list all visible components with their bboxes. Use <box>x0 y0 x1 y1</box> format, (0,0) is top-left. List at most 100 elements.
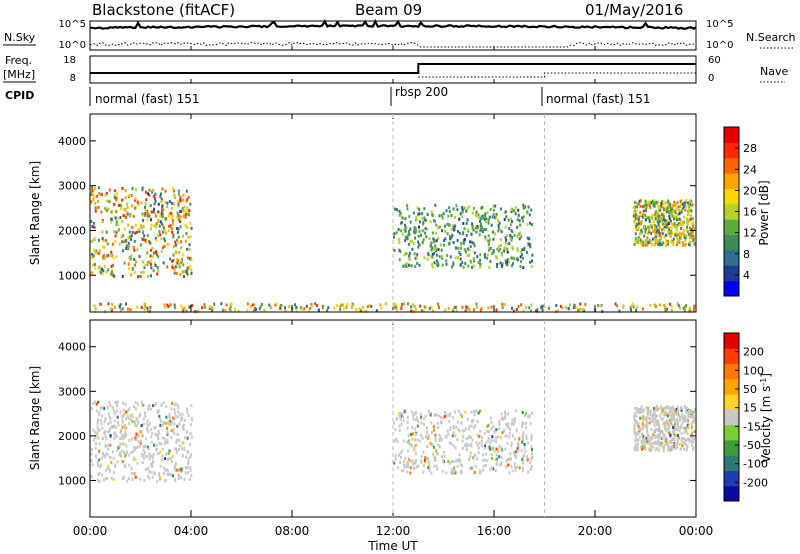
velocity-cell <box>90 475 93 479</box>
velocity-cell <box>135 432 138 436</box>
power-colorbar-label-6: 4 <box>743 269 750 282</box>
power-cell <box>107 253 110 257</box>
velocity-cell <box>472 456 475 460</box>
power-cell <box>107 268 110 272</box>
power-cell <box>424 231 427 235</box>
velocity-cell <box>686 420 689 424</box>
velocity-cell <box>637 432 640 436</box>
velocity-cell <box>142 449 145 452</box>
power-cell <box>91 187 93 191</box>
power-cell <box>129 214 131 218</box>
velocity-cell <box>186 430 188 434</box>
velocity-cell <box>513 417 516 421</box>
power-cell <box>494 204 497 208</box>
power-cell <box>182 193 185 197</box>
velocity-cell <box>521 424 524 428</box>
power-cell <box>419 304 422 308</box>
power-cell <box>228 307 231 311</box>
velocity-cell <box>100 463 103 467</box>
velocity-cell <box>127 416 130 420</box>
power-cell <box>639 199 642 203</box>
velocity-cell <box>500 449 503 453</box>
power-cell <box>174 269 177 273</box>
velocity-cell <box>177 477 180 480</box>
velocity-cell <box>407 449 409 453</box>
power-cell <box>484 214 487 218</box>
power-cell <box>110 308 113 312</box>
velocity-data <box>90 400 696 484</box>
power-cell <box>90 220 93 223</box>
power-cell <box>400 229 403 233</box>
velocity-cell <box>456 438 459 442</box>
power-cell <box>649 303 652 307</box>
power-cell <box>360 309 363 313</box>
velocity-cell <box>411 437 414 441</box>
velocity-cell <box>105 468 108 472</box>
velocity-cell <box>661 408 664 412</box>
power-cell <box>499 238 502 242</box>
velocity-cell <box>669 439 672 443</box>
power-cell <box>188 247 191 251</box>
velocity-cell <box>189 468 192 472</box>
velocity-cell <box>642 415 645 418</box>
power-cell <box>579 307 582 311</box>
power-cell <box>430 241 433 245</box>
power-cell <box>103 257 106 261</box>
velocity-cell <box>513 465 516 469</box>
velocity-cell <box>641 447 643 451</box>
velocity-cell <box>497 447 500 451</box>
velocity-cell <box>157 409 160 413</box>
velocity-cell <box>660 430 663 434</box>
power-cell <box>106 242 109 246</box>
power-cell <box>105 239 107 242</box>
power-cell <box>482 214 484 218</box>
velocity-cell <box>182 425 184 429</box>
velocity-cell <box>529 467 532 471</box>
power-cell <box>685 228 688 232</box>
power-cell <box>108 188 111 192</box>
power-cell <box>688 236 691 240</box>
velocity-cell <box>498 422 501 426</box>
power-cell <box>345 305 348 309</box>
velocity-cell <box>641 439 644 443</box>
velocity-cell <box>125 452 128 456</box>
velocity-cell <box>667 423 670 427</box>
power-cell <box>435 259 438 263</box>
velocity-cell <box>659 405 662 409</box>
power-cell <box>678 231 681 235</box>
power-cell <box>422 221 425 224</box>
velocity-cell <box>94 446 97 450</box>
velocity-cell <box>678 429 681 433</box>
power-cell <box>172 189 175 193</box>
power-cell <box>468 248 471 252</box>
velocity-cell <box>190 474 193 478</box>
freq-panel-frame <box>89 55 697 84</box>
power-cell <box>431 213 434 217</box>
velocity-cell <box>152 404 154 408</box>
velocity-cell <box>650 446 653 450</box>
power-cell <box>179 209 182 213</box>
power-cell <box>91 256 94 260</box>
power-cell <box>435 249 437 253</box>
power-cell <box>651 199 654 203</box>
velocity-cell <box>437 443 440 447</box>
velocity-cell <box>505 423 508 426</box>
power-cell <box>188 305 191 309</box>
velocity-cell <box>521 435 524 439</box>
power-cell <box>185 232 188 236</box>
power-cell <box>184 213 187 217</box>
power-cell <box>172 222 174 226</box>
power-cell <box>178 251 181 254</box>
power-cell <box>639 222 642 226</box>
power-cell <box>380 306 383 310</box>
velocity-cell <box>495 436 497 440</box>
power-cell <box>641 205 644 209</box>
power-cell <box>517 208 520 212</box>
velocity-cell <box>495 428 498 432</box>
power-cell <box>683 235 686 239</box>
velocity-cell <box>452 416 455 419</box>
velocity-cell <box>666 427 669 431</box>
velocity-cell <box>658 425 661 429</box>
power-cell <box>157 255 160 259</box>
velocity-cell <box>514 409 517 413</box>
